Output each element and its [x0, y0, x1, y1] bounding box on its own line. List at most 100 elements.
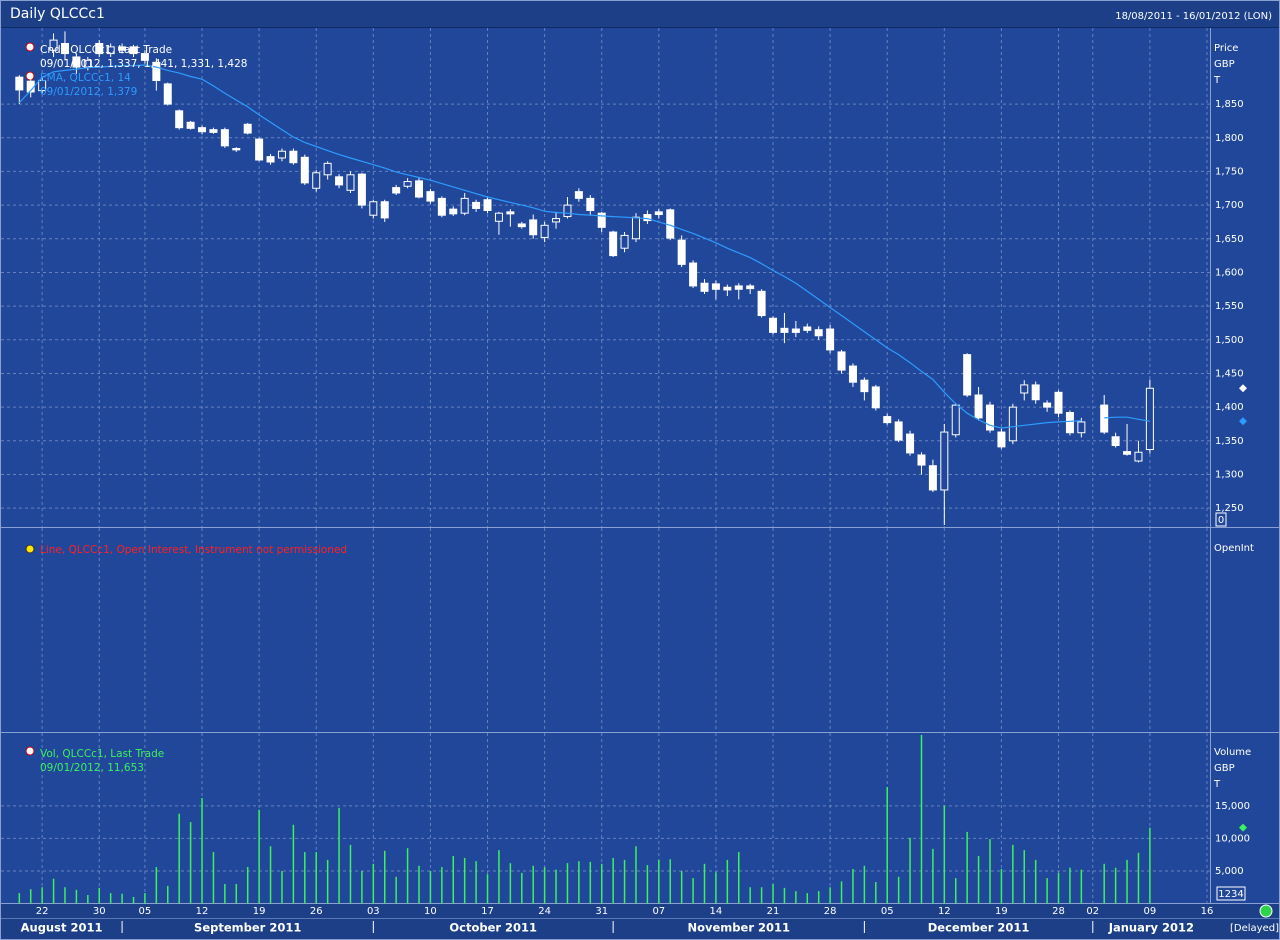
candle-body [140, 53, 149, 61]
volume-bar [1023, 850, 1026, 904]
value-box [1216, 886, 1246, 901]
candle-body [883, 416, 892, 424]
volume-bar [840, 881, 843, 904]
volume-bar [897, 876, 900, 904]
candle-body [643, 214, 652, 222]
volume-bar [886, 787, 888, 904]
volume-bar [543, 867, 546, 904]
y-tick-label: 1,250 [1215, 503, 1244, 514]
candle-body [277, 150, 286, 159]
volume-bar [167, 885, 169, 904]
month-label: January 2012 [1108, 921, 1194, 935]
x-tick-label: 28 [1052, 906, 1065, 917]
volume-bar [292, 824, 295, 904]
volume-bar [966, 831, 968, 904]
volume-bar [178, 813, 180, 904]
candle-body [700, 282, 709, 292]
volume-bar [1137, 852, 1140, 904]
volume-bar [954, 878, 957, 904]
volume-bar [64, 887, 66, 904]
volume-bar [943, 805, 946, 904]
candle-body [814, 329, 823, 337]
volume-bar [566, 863, 569, 904]
y-tick-label: 15,000 [1215, 801, 1250, 812]
x-tick-label: 12 [938, 906, 951, 917]
candle-body [791, 328, 800, 333]
candle-body [1054, 391, 1063, 414]
candle-body [552, 218, 561, 223]
candle-body [1134, 451, 1143, 462]
candle-body [118, 46, 127, 51]
candle-body [472, 201, 481, 209]
candle-body [15, 76, 24, 91]
month-label: September 2011 [194, 921, 301, 935]
volume-bar [155, 867, 158, 904]
chart-title: Daily QLCCc1 [10, 6, 105, 22]
volume-bar [669, 859, 671, 904]
value-box [1215, 512, 1227, 527]
candle-body [1077, 421, 1086, 434]
y-tick-label: 1,300 [1215, 469, 1244, 480]
candle-body [60, 42, 69, 55]
volume-bar [144, 893, 146, 904]
candle-body [494, 212, 503, 222]
candle-body [780, 327, 789, 333]
volume-bar [452, 855, 455, 904]
candle-body [426, 191, 435, 202]
candle-body [380, 201, 389, 219]
volume-bar [258, 809, 260, 904]
candle-body [403, 181, 412, 187]
candle-body [871, 386, 880, 409]
legend-icon [25, 746, 35, 756]
y-tick-label: 1,500 [1215, 335, 1244, 346]
volume-bar [760, 887, 763, 904]
x-tick-label: 07 [652, 906, 665, 917]
candle-body [72, 56, 81, 68]
legend-text: EMA, QLCCc1, 14 [40, 72, 131, 84]
volume-bar [932, 848, 934, 904]
ema-line [18, 64, 1151, 429]
candle-body [369, 201, 378, 216]
volume-bar [486, 874, 489, 904]
axis-label: OpenInt [1214, 543, 1254, 554]
legend-icon [25, 42, 35, 52]
candle-body [1008, 406, 1017, 442]
candle-body [1065, 412, 1074, 434]
volume-bar [703, 863, 706, 904]
candle-body [460, 197, 469, 214]
value-box-text: 1234 [1218, 889, 1243, 900]
volume-bar [635, 846, 637, 904]
y-tick-label: 1,850 [1215, 99, 1244, 110]
plot-background [1, 28, 1279, 903]
volume-bar [989, 839, 991, 904]
y-tick-label: 1,800 [1215, 133, 1244, 144]
volume-bar [817, 891, 820, 904]
volume-bar [1114, 867, 1117, 904]
volume-bar [475, 861, 477, 904]
x-tick-label: 14 [710, 906, 723, 917]
x-tick-label: 30 [93, 906, 106, 917]
volume-bar [783, 887, 786, 904]
y-tick-label: 1,650 [1215, 234, 1244, 245]
volume-bar [406, 848, 409, 904]
volume-bar [212, 852, 215, 904]
volume-bar [315, 852, 317, 904]
candle-body [1123, 451, 1132, 455]
candle-body [129, 46, 138, 55]
candle-body [654, 211, 663, 216]
candle-body [620, 234, 629, 249]
candle-body [38, 80, 47, 92]
candle-body [175, 110, 184, 129]
y-tick-label: 5,000 [1215, 866, 1244, 877]
axis-label: GBP [1214, 59, 1235, 70]
candle-body [1111, 436, 1120, 447]
candle-body [392, 187, 401, 194]
candle-body [769, 317, 778, 333]
axis-label: Volume [1214, 747, 1251, 758]
legend-text: 09/01/2012, 1,379 [40, 86, 137, 98]
candle-body [848, 365, 857, 383]
candle-body [186, 121, 195, 129]
candle-body [597, 212, 606, 228]
y-tick-label: 1,550 [1215, 301, 1244, 312]
